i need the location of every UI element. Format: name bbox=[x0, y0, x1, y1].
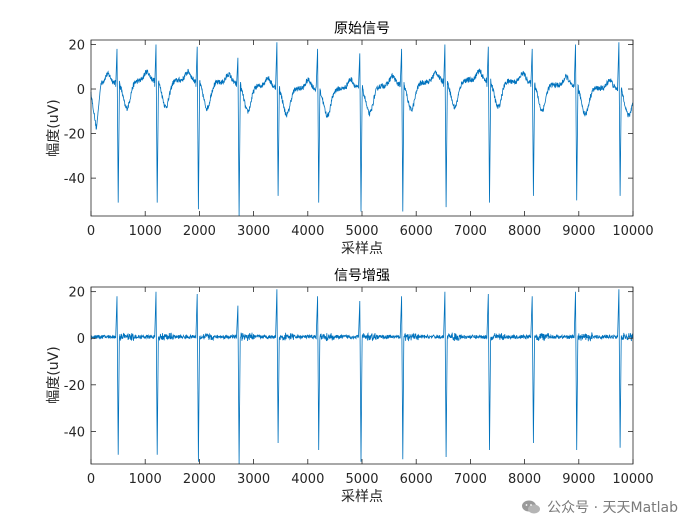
x-tick-label: 10000 bbox=[612, 224, 653, 239]
wechat-icon bbox=[522, 500, 541, 514]
x-tick-label: 8000 bbox=[508, 472, 541, 487]
y-tick-label: -20 bbox=[64, 128, 85, 143]
chart-title: 原始信号 bbox=[334, 21, 390, 37]
y-tick-label: -40 bbox=[64, 172, 85, 187]
x-axis-label: 采样点 bbox=[341, 241, 383, 257]
y-axis-label: 幅度(uV) bbox=[46, 99, 62, 156]
y-tick-label: 0 bbox=[77, 332, 85, 347]
x-tick-label: 5000 bbox=[345, 472, 378, 487]
x-tick-label: 3000 bbox=[237, 472, 270, 487]
plot-enhanced-signal: 0 1000 2000 3000 4000 5000 6000 7000 8000 9000 100… bbox=[46, 268, 654, 505]
x-tick-label: 6000 bbox=[400, 472, 433, 487]
x-tick-label: 9000 bbox=[562, 472, 595, 487]
x-tick-label: 4000 bbox=[291, 224, 324, 239]
x-tick-label: 2000 bbox=[183, 472, 216, 487]
x-tick-label: 9000 bbox=[562, 224, 595, 239]
y-tick-label: 20 bbox=[68, 38, 85, 53]
y-tick-label: -20 bbox=[64, 379, 85, 394]
x-tick-label: 6000 bbox=[400, 224, 433, 239]
y-tick-label: 0 bbox=[77, 83, 85, 98]
x-tick-label: 7000 bbox=[454, 224, 487, 239]
x-tick-label: 1000 bbox=[129, 472, 162, 487]
x-tick-label: 8000 bbox=[508, 224, 541, 239]
x-tick-label: 0 bbox=[87, 224, 95, 239]
signal-line bbox=[90, 42, 634, 217]
x-axis-label: 采样点 bbox=[341, 489, 383, 505]
y-tick-label: 20 bbox=[68, 286, 85, 301]
x-tick-label: 7000 bbox=[454, 472, 487, 487]
watermark: 公众号 · 天天Matlab bbox=[521, 497, 678, 517]
x-tick-label: 1000 bbox=[129, 224, 162, 239]
chart-title: 信号增强 bbox=[334, 268, 390, 284]
x-tick-label: 2000 bbox=[183, 224, 216, 239]
x-tick-label: 5000 bbox=[345, 224, 378, 239]
y-axis-label: 幅度(uV) bbox=[46, 346, 62, 403]
x-tick-label: 10000 bbox=[612, 472, 653, 487]
x-tick-label: 0 bbox=[87, 472, 95, 487]
x-tick-label: 4000 bbox=[291, 472, 324, 487]
y-tick-label: -40 bbox=[64, 425, 85, 440]
signal-line bbox=[90, 289, 634, 465]
watermark-text: 公众号 · 天天Matlab bbox=[547, 500, 678, 516]
x-tick-label: 3000 bbox=[237, 224, 270, 239]
plot-original-signal: 0 1000 2000 3000 4000 5000 6000 7000 8000 9000 100… bbox=[46, 21, 654, 257]
